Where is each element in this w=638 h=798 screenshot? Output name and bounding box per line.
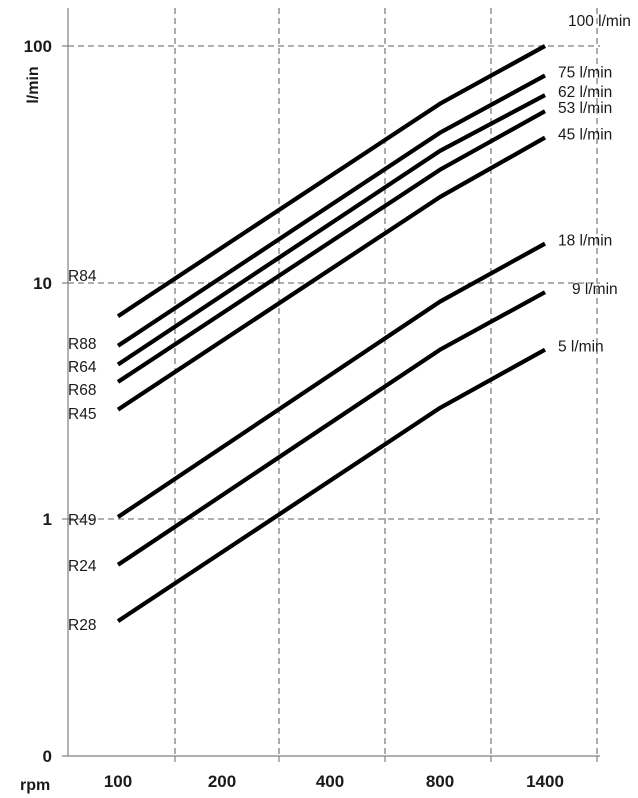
grid-lines (68, 8, 600, 756)
series-name-r28: R28 (68, 617, 96, 634)
x-tick-labels: 100 200 400 800 1400 (104, 756, 598, 791)
series-lines (116, 44, 547, 623)
x-tick-100: 100 (104, 772, 132, 791)
y-tick-100: 100 (24, 37, 52, 56)
flow-label-r24: 9 l/min (572, 281, 618, 298)
flow-label-r84: 100 l/min (568, 13, 631, 30)
flow-label-r64: 62 l/min (558, 84, 612, 101)
series-line-r64 (116, 93, 546, 367)
flow-label-r28: 5 l/min (558, 339, 604, 356)
x-tick-800: 800 (426, 772, 454, 791)
series-line-r88 (116, 73, 547, 348)
series-name-r24: R24 (68, 558, 97, 575)
series-name-r84: R84 (68, 268, 97, 285)
flow-label-r49: 18 l/min (558, 233, 612, 250)
series-line-r28 (116, 347, 547, 623)
series-labels: R84 100 l/min R88 75 l/min R64 62 l/min R68 53 … (68, 13, 631, 634)
x-tick-400: 400 (316, 772, 344, 791)
series-line-r68 (116, 109, 547, 384)
x-tick-200: 200 (208, 772, 236, 791)
y-axis-label: l/min (25, 66, 42, 103)
series-line-r84 (116, 44, 547, 318)
series-line-r24 (116, 290, 547, 567)
series-line-r49 (116, 241, 547, 519)
series-line-r45 (116, 135, 547, 412)
flow-label-r88: 75 l/min (558, 65, 612, 82)
y-tick-10: 10 (33, 274, 52, 293)
axes (67, 8, 600, 757)
flow-label-r45: 45 l/min (558, 127, 612, 144)
flow-label-r68: 53 l/min (558, 100, 612, 117)
series-name-r45: R45 (68, 406, 96, 423)
series-name-r64: R64 (68, 359, 97, 376)
series-name-r68: R68 (68, 382, 96, 399)
y-tick-0: 0 (43, 747, 52, 766)
series-name-r49: R49 (68, 512, 96, 529)
x-tick-1400: 1400 (526, 772, 564, 791)
series-name-r88: R88 (68, 336, 96, 353)
x-axis-label: rpm (20, 777, 50, 794)
y-tick-1: 1 (43, 510, 52, 529)
